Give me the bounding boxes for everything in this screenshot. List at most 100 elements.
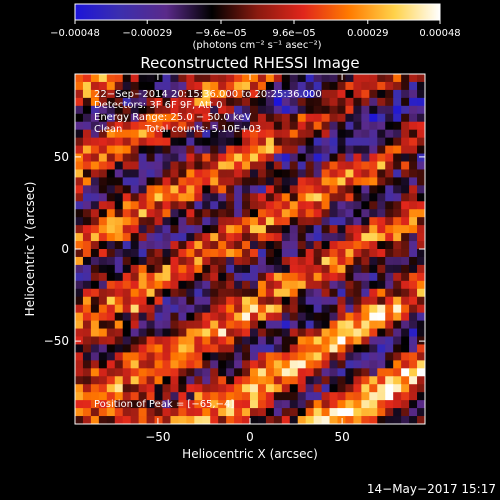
colorbar-fill bbox=[74, 3, 441, 21]
heatmap-cell bbox=[146, 272, 156, 282]
heatmap-cell bbox=[377, 81, 386, 91]
heatmap-cell bbox=[242, 249, 251, 258]
heatmap-cell bbox=[146, 225, 156, 234]
heatmap-cell bbox=[162, 169, 171, 178]
heatmap-cell bbox=[242, 81, 251, 91]
heatmap-cell bbox=[154, 153, 163, 162]
heatmap-cell bbox=[265, 74, 275, 83]
heatmap-cell bbox=[257, 368, 267, 377]
heatmap-cell bbox=[75, 249, 84, 258]
heatmap-cell bbox=[146, 416, 156, 424]
heatmap-cell bbox=[361, 376, 370, 385]
heatmap-cell bbox=[138, 272, 148, 282]
heatmap-cell bbox=[313, 296, 323, 306]
heatmap-cell bbox=[393, 217, 402, 226]
heatmap-cell bbox=[194, 376, 203, 385]
heatmap-cell bbox=[170, 217, 179, 226]
heatmap-cell bbox=[369, 312, 378, 322]
heatmap-cell bbox=[186, 153, 195, 162]
heatmap-cell bbox=[106, 400, 116, 409]
heatmap-cell bbox=[393, 105, 402, 115]
heatmap-cell bbox=[401, 81, 410, 91]
heatmap-cell bbox=[242, 320, 251, 330]
heatmap-cell bbox=[321, 169, 331, 178]
heatmap-cell bbox=[409, 352, 418, 361]
heatmap-cell bbox=[154, 105, 163, 115]
heatmap-cell bbox=[194, 249, 203, 258]
heatmap-cell bbox=[170, 384, 179, 393]
heatmap-cell bbox=[361, 272, 370, 282]
heatmap-cell bbox=[401, 241, 410, 250]
heatmap-cell bbox=[130, 328, 140, 337]
heatmap-cell bbox=[401, 376, 410, 385]
heatmap-cell bbox=[114, 89, 124, 99]
heatmap-cell bbox=[417, 241, 425, 250]
heatmap-cell bbox=[257, 272, 267, 282]
heatmap-cell bbox=[393, 320, 402, 330]
heatmap-cell bbox=[305, 241, 315, 250]
heatmap-cell bbox=[130, 264, 140, 274]
heatmap-cell bbox=[401, 312, 410, 322]
heatmap-cell bbox=[146, 296, 156, 306]
heatmap-cell bbox=[114, 74, 124, 83]
heatmap-cell bbox=[417, 320, 425, 330]
heatmap-cell bbox=[242, 400, 251, 409]
heatmap-cell bbox=[170, 368, 179, 377]
heatmap-cell bbox=[218, 336, 227, 345]
heatmap-cell bbox=[98, 161, 108, 170]
heatmap-cell bbox=[162, 272, 171, 282]
heatmap-cell bbox=[385, 113, 394, 123]
heatmap-cell bbox=[361, 416, 370, 424]
heatmap-cell bbox=[170, 272, 179, 282]
heatmap-cell bbox=[265, 400, 275, 409]
heatmap-cell bbox=[178, 320, 187, 330]
heatmap-cell bbox=[313, 113, 323, 123]
heatmap-cell bbox=[369, 153, 378, 162]
heatmap-cell bbox=[242, 304, 251, 314]
heatmap-cell bbox=[82, 217, 92, 226]
heatmap-cell bbox=[289, 296, 299, 306]
heatmap-cell bbox=[385, 74, 394, 83]
heatmap-cell bbox=[194, 217, 203, 226]
heatmap-cell bbox=[75, 74, 84, 83]
heatmap-cell bbox=[75, 376, 84, 385]
heatmap-cell bbox=[321, 256, 331, 266]
heatmap-cell bbox=[122, 344, 132, 353]
heatmap-cell bbox=[321, 177, 331, 186]
heatmap-cell bbox=[393, 416, 402, 424]
heatmap-cell bbox=[186, 193, 195, 202]
heatmap-cell bbox=[98, 225, 108, 234]
heatmap-cell bbox=[361, 137, 370, 147]
heatmap-cell bbox=[289, 416, 299, 424]
heatmap-cell bbox=[178, 89, 187, 99]
heatmap-cell bbox=[146, 233, 156, 242]
heatmap-cell bbox=[250, 81, 259, 91]
heatmap-cell bbox=[82, 416, 92, 424]
heatmap-cell bbox=[242, 328, 251, 337]
heatmap-cell bbox=[345, 384, 354, 393]
heatmap-cell bbox=[226, 121, 235, 131]
heatmap-cell bbox=[297, 217, 307, 226]
heatmap-cell bbox=[106, 352, 116, 361]
heatmap-cell bbox=[321, 368, 331, 377]
heatmap-cell bbox=[178, 304, 187, 314]
heatmap-cell bbox=[305, 408, 315, 417]
heatmap-cell bbox=[321, 241, 331, 250]
heatmap-cell bbox=[305, 225, 315, 234]
heatmap-cell bbox=[75, 256, 84, 266]
heatmap-cell bbox=[242, 129, 251, 139]
heatmap-cell bbox=[210, 97, 219, 107]
heatmap-cell bbox=[313, 225, 323, 234]
heatmap-cell bbox=[409, 137, 418, 147]
heatmap-cell bbox=[393, 169, 402, 178]
heatmap-cell bbox=[146, 344, 156, 353]
heatmap-cell bbox=[178, 368, 187, 377]
heatmap-cell bbox=[250, 74, 259, 83]
heatmap-cell bbox=[162, 344, 171, 353]
heatmap-cell bbox=[313, 209, 323, 218]
heatmap-cell bbox=[242, 376, 251, 385]
heatmap-cell bbox=[313, 153, 323, 162]
heatmap-cell bbox=[393, 161, 402, 170]
heatmap-cell bbox=[202, 336, 211, 345]
